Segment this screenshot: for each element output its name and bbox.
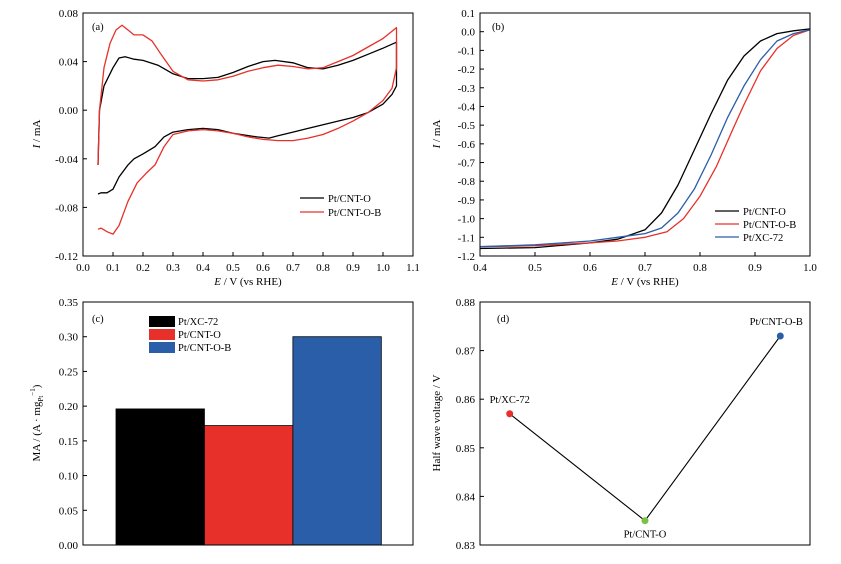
panel-a-ylabel: I / mA — [31, 120, 43, 150]
panel-c-bar-0 — [115, 408, 205, 546]
panel-b-xlabel: E / V (vs RHE) — [610, 276, 679, 288]
panel-b-xtick-label-0: 0.4 — [473, 262, 487, 274]
panel-b-ytick-label-9: -0.8 — [458, 176, 476, 188]
panel-c-ytick-label-5: 0.10 — [59, 471, 79, 483]
panel-a-series-0 — [97, 41, 398, 195]
panel-a-ytick-label-2: 0.00 — [59, 105, 79, 117]
panel-c-bar-chart: 0.35 0.30 0.25 0.20 0.15 0.10 0.05 0.00 (c) MA … — [29, 297, 414, 552]
panel-b-ytick-label-7: -0.6 — [458, 139, 476, 151]
panel-a-ytick-label-5: -0.12 — [55, 251, 78, 263]
panel-a-legend: Pt/CNT-O Pt/CNT-O-B — [300, 194, 381, 219]
panel-d-point-label-2: Pt/CNT-O-B — [750, 317, 803, 328]
panel-d-point-1 — [641, 517, 649, 525]
panel-d-ytick-label-5: 0.83 — [456, 540, 476, 552]
panel-c-bar-1 — [204, 425, 294, 546]
panel-c-ytick-label-1: 0.30 — [59, 332, 79, 344]
panel-a-ytick-label-1: 0.04 — [59, 57, 79, 69]
panel-a-xtick-label-2: 0.2 — [136, 262, 150, 274]
panel-b-ylabel: I / mA — [431, 120, 443, 150]
panel-c-ytick-label-3: 0.20 — [59, 401, 79, 413]
panel-a-xtick-label-6: 0.6 — [256, 262, 270, 274]
panel-a-xtick-label-0: 0.0 — [76, 262, 90, 274]
panel-b-legend-label-1: Pt/CNT-O-B — [743, 220, 796, 231]
panel-b-legend-label-0: Pt/CNT-O — [743, 207, 786, 218]
panel-b-legend: Pt/CNT-O Pt/CNT-O-B Pt/XC-72 — [715, 207, 796, 244]
panel-b-ytick-label-13: -1.2 — [458, 251, 475, 263]
panel-c-ytick-label-0: 0.35 — [59, 297, 79, 309]
panel-b-ytick-label-3: -0.2 — [458, 64, 475, 76]
panel-c-label: (c) — [92, 314, 104, 325]
panel-d-point-label-1: Pt/CNT-O — [624, 530, 667, 541]
panel-a-xtick-label-10: 1.0 — [376, 262, 390, 274]
panel-c-ytick-label-7: 0.00 — [59, 540, 79, 552]
panel-a-xtick-label-11: 1.1 — [406, 262, 420, 274]
panel-a-ytick-label-3: -0.04 — [55, 154, 78, 166]
panel-c-legend-label-0: Pt/XC-72 — [178, 317, 218, 328]
panel-a-legend-label-0: Pt/CNT-O — [328, 194, 371, 205]
panel-b-xtick-label-1: 0.5 — [528, 262, 542, 274]
panel-a-legend-label-1: Pt/CNT-O-B — [328, 208, 381, 219]
panel-b-legend-label-2: Pt/XC-72 — [743, 233, 783, 244]
panel-b-ytick-label-1: 0.0 — [461, 27, 475, 39]
panel-a-xtick-label-4: 0.4 — [196, 262, 210, 274]
panel-c-legend: Pt/XC-72 Pt/CNT-O Pt/CNT-O-B — [149, 316, 231, 354]
panel-c-legend-label-1: Pt/CNT-O — [178, 330, 221, 341]
panel-a-xtick-label-9: 0.9 — [346, 262, 360, 274]
panel-c-legend-label-2: Pt/CNT-O-B — [178, 343, 231, 354]
panel-a-series-1 — [97, 24, 398, 235]
panel-c-ytick-label-4: 0.15 — [59, 436, 79, 448]
panel-b-ytick-label-2: -0.1 — [458, 45, 475, 57]
panel-b-series-1 — [479, 29, 811, 248]
panel-d-point-2 — [776, 332, 784, 340]
panel-d-point-0 — [506, 410, 514, 418]
panel-a-plot-frame — [82, 12, 414, 257]
panel-d-series-line — [509, 335, 781, 522]
panel-d-ytick-label-4: 0.84 — [456, 491, 476, 503]
panel-d-point-label-0: Pt/XC-72 — [490, 395, 530, 406]
panel-a-xlabel: E / V (vs RHE) — [213, 276, 282, 288]
panel-c-bar-2 — [292, 336, 382, 546]
panel-c-legend-swatch-2 — [149, 342, 175, 353]
panel-d-ytick-label-2: 0.86 — [456, 394, 476, 406]
panel-a-xtick-label-5: 0.5 — [226, 262, 240, 274]
panel-a-ytick-label-0: 0.08 — [59, 8, 79, 20]
panel-d-ytick-label-1: 0.87 — [456, 346, 476, 358]
panel-a-xtick-label-7: 0.7 — [286, 262, 300, 274]
panel-d-plot-frame — [479, 301, 811, 546]
panel-c-legend-swatch-1 — [149, 329, 175, 340]
panel-b-ytick-label-12: -1.1 — [458, 232, 475, 244]
panel-c-ylabel: MA / (A · mgPt−1) — [29, 384, 45, 461]
panel-c-ytick-label-2: 0.25 — [59, 366, 79, 378]
panel-b-series-2 — [479, 29, 811, 248]
panel-b-label: (b) — [492, 22, 505, 33]
panel-b-ytick-label-10: -0.9 — [458, 195, 476, 207]
panel-b-lsv-chart: 0.4 0.5 0.6 0.7 0.8 0.9 1.0 0.1 0.0 -0.1 -0.2 -0.3 -… — [431, 8, 817, 288]
panel-b-xtick-label-4: 0.8 — [693, 262, 707, 274]
panel-b-ytick-label-5: -0.4 — [458, 101, 476, 113]
panel-a-xtick-label-3: 0.3 — [166, 262, 180, 274]
panel-c-legend-swatch-0 — [149, 316, 175, 327]
panel-b-ytick-label-0: 0.1 — [461, 8, 475, 20]
panel-a-cv-chart: 0.0 0.1 0.2 0.3 0.4 0.5 0.6 0.7 0.8 0.9 1.0 1.1 0.08… — [31, 8, 420, 288]
panel-d-halfwave-chart: Pt/XC-72 Pt/CNT-O Pt/CNT-O-B 0.88 0.87 0.86 0… — [431, 297, 811, 552]
panel-b-ytick-label-6: -0.5 — [458, 120, 476, 132]
panel-b-ytick-label-8: -0.7 — [458, 158, 476, 170]
panel-d-ytick-label-3: 0.85 — [456, 443, 476, 455]
panel-a-xtick-label-8: 0.8 — [316, 262, 330, 274]
panel-c-plot-frame — [82, 301, 414, 546]
panel-a-label: (a) — [92, 22, 104, 33]
panel-d-label: (d) — [497, 314, 510, 325]
panel-c-ytick-label-6: 0.05 — [59, 505, 79, 517]
panel-b-xtick-label-2: 0.6 — [583, 262, 597, 274]
panel-b-xtick-label-5: 0.9 — [748, 262, 762, 274]
panel-a-ytick-label-4: -0.08 — [55, 202, 78, 214]
panel-a-xtick-label-1: 0.1 — [106, 262, 120, 274]
panel-d-ylabel: Half wave voltage / V — [431, 374, 443, 471]
panel-d-ytick-label-0: 0.88 — [456, 297, 476, 309]
panel-b-ytick-label-11: -1.0 — [458, 214, 476, 226]
panel-b-ytick-label-4: -0.3 — [458, 83, 476, 95]
panel-b-xtick-label-3: 0.7 — [638, 262, 652, 274]
panel-b-xtick-label-6: 1.0 — [803, 262, 817, 274]
